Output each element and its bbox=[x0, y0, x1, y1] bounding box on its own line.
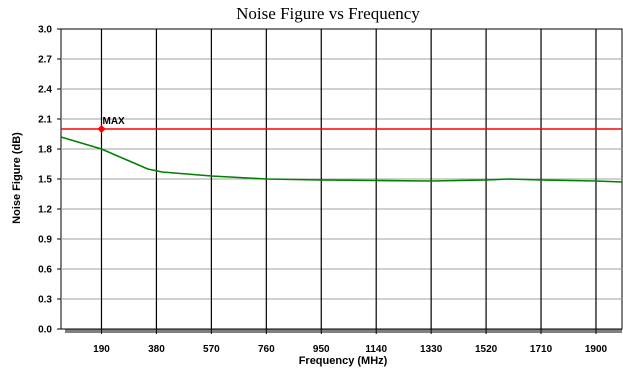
series-group bbox=[60, 136, 623, 183]
y-tick-label: 1.5 bbox=[38, 175, 52, 186]
chart-title: Noise Figure vs Frequency bbox=[236, 4, 420, 23]
max-marker bbox=[97, 125, 106, 133]
y-tick-label: 3.0 bbox=[38, 25, 52, 36]
y-tick-label: 1.8 bbox=[38, 145, 52, 156]
x-tick-label: 1140 bbox=[365, 344, 387, 355]
x-tick-label: 570 bbox=[203, 344, 220, 355]
x-tick-label: 1710 bbox=[530, 344, 553, 355]
y-axis-ticks: 0.0 0.3 0.6 0.9 1.2 1.5 1.8 2.1 2.4 2.7 3.0 bbox=[38, 25, 61, 336]
x-axis-ticks: 190 380 570 760 950 1140 1330 1520 1710 1900 bbox=[93, 329, 608, 355]
y-tick-label: 0.9 bbox=[38, 235, 52, 246]
y-axis-label: Noise Figure (dB) bbox=[11, 132, 23, 224]
y-tick-label: 1.2 bbox=[38, 205, 52, 216]
noise-figure-line bbox=[60, 136, 623, 183]
x-axis-label: Frequency (MHz) bbox=[299, 355, 388, 367]
x-tick-label: 950 bbox=[313, 344, 330, 355]
grid-lines bbox=[61, 29, 622, 329]
y-tick-label: 2.1 bbox=[38, 115, 52, 126]
y-tick-label: 2.4 bbox=[38, 85, 52, 96]
x-tick-label: 1330 bbox=[420, 344, 443, 355]
x-tick-label: 1520 bbox=[475, 344, 498, 355]
y-tick-label: 0.3 bbox=[38, 295, 52, 306]
max-label: MAX bbox=[102, 116, 125, 127]
x-tick-label: 190 bbox=[93, 344, 110, 355]
plot-shadow-bottom bbox=[65, 329, 622, 333]
x-tick-label: 1900 bbox=[585, 344, 608, 355]
x-tick-label: 760 bbox=[258, 344, 275, 355]
y-tick-label: 2.7 bbox=[38, 55, 52, 66]
plot-area-shadow bbox=[65, 329, 622, 333]
y-tick-label: 0.6 bbox=[38, 265, 52, 276]
max-limit: MAX bbox=[61, 116, 622, 133]
y-tick-label: 0.0 bbox=[38, 325, 52, 336]
x-tick-label: 380 bbox=[148, 344, 165, 355]
